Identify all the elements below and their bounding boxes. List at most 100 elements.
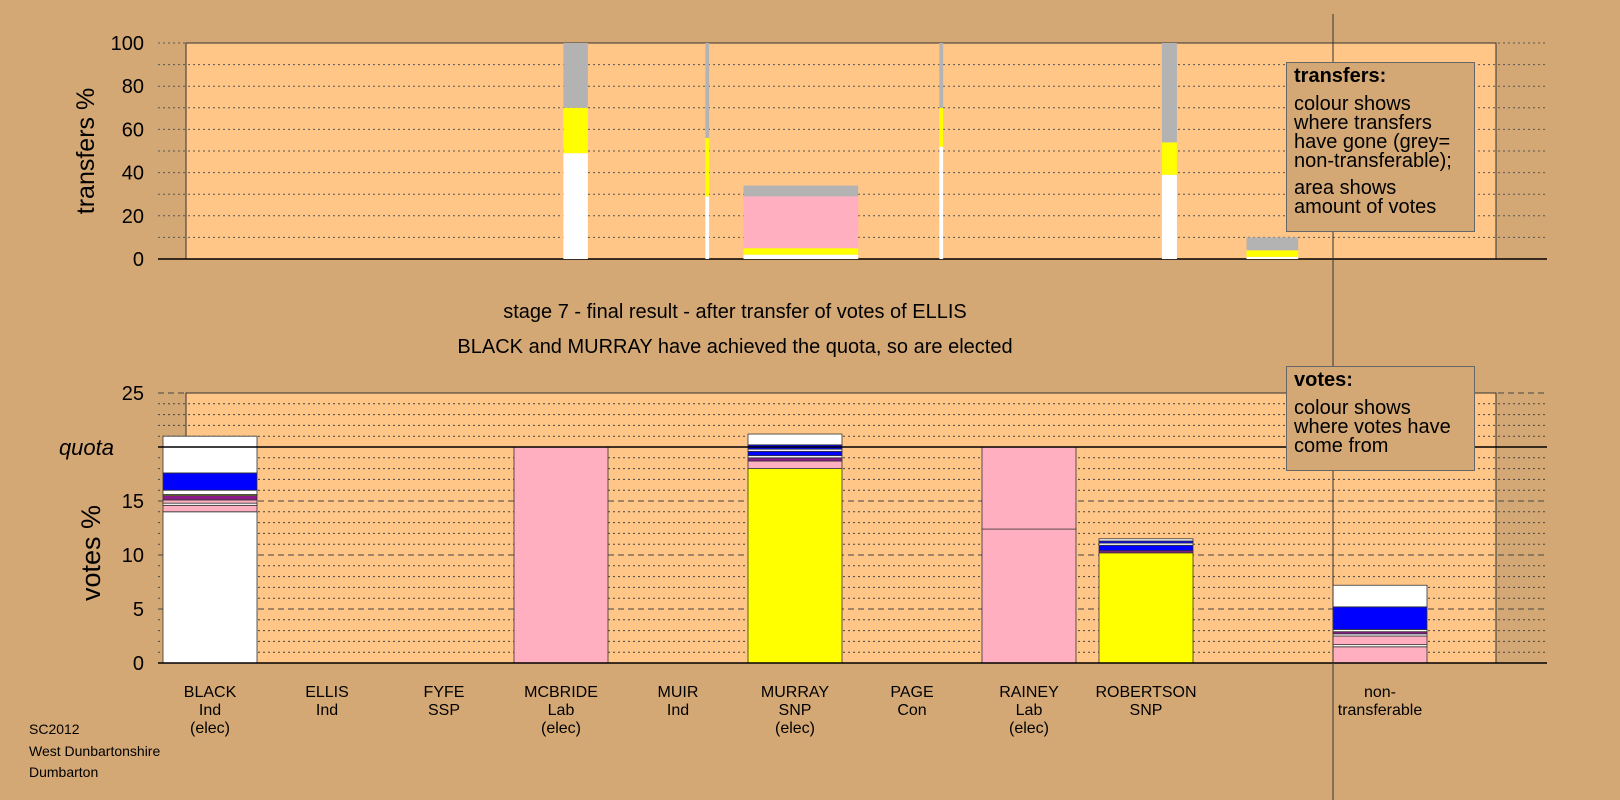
transfer-bar-segment: [705, 43, 710, 139]
category-name: PAGE: [890, 684, 933, 701]
transfer-bar-segment: [563, 153, 588, 259]
transfers-legend: transfers: colour shows where transfers …: [1286, 62, 1475, 232]
votes-y-tick-label: 5: [133, 599, 144, 621]
category-name: MCBRIDE: [524, 684, 598, 701]
category-party: Ind: [316, 702, 338, 719]
vote-bar-segment: [1332, 584, 1428, 608]
transfers-legend-title: transfers:: [1294, 65, 1387, 87]
transfer-bar-segment: [1246, 256, 1299, 259]
transfers-y-tick-label: 40: [122, 163, 144, 185]
vote-bar-segment: [513, 446, 609, 664]
transfers-y-tick-label: 100: [111, 33, 144, 55]
category-status: (elec): [190, 720, 230, 737]
transfer-bar-segment: [1161, 43, 1177, 143]
votes-legend-title: votes:: [1294, 369, 1353, 391]
transfers-y-tick-label: 80: [122, 76, 144, 98]
category-name: non-: [1364, 684, 1396, 701]
vote-bar-segment: [162, 435, 258, 474]
votes-y-tick-label: 10: [122, 545, 144, 567]
vote-bar-segment: [162, 504, 258, 513]
category-name: BLACK: [184, 684, 237, 701]
vote-bar-segment: [747, 433, 843, 446]
category-label: non-transferable: [1338, 684, 1423, 719]
votes-legend-text-1: colour shows where votes have come from: [1294, 397, 1451, 457]
category-status: (elec): [775, 720, 815, 737]
transfers-y-tick-label: 0: [133, 249, 144, 271]
category-party: Ind: [199, 702, 221, 719]
transfers-legend-text-2: area shows amount of votes: [1294, 177, 1437, 218]
credits-line-1: SC2012: [29, 721, 80, 737]
vote-bar-segment: [747, 468, 843, 664]
category-name: RAINEY: [999, 684, 1059, 701]
category-name: ROBERTSON: [1095, 684, 1196, 701]
transfer-bar-segment: [1246, 250, 1299, 257]
vote-bar-segment: [747, 460, 843, 470]
credits-line-2: West Dunbartonshire: [29, 742, 161, 759]
vote-bar-segment: [1098, 544, 1194, 552]
category-party: SSP: [428, 702, 460, 719]
transfer-bar-segment: [743, 248, 859, 255]
category-party: Lab: [1016, 702, 1043, 719]
votes-y-tick-label: 15: [122, 491, 144, 513]
category-status: (elec): [1009, 720, 1049, 737]
category-party: SNP: [779, 702, 812, 719]
transfer-bar-segment: [705, 138, 710, 197]
vote-bar-segment: [981, 528, 1077, 664]
caption-stage: stage 7 - final result - after transfer …: [503, 301, 967, 323]
vote-bar-segment: [162, 495, 258, 501]
category-party: Con: [897, 702, 926, 719]
transfer-bar-segment: [563, 107, 588, 154]
credits: SC2012 West Dunbartonshire Dumbarton: [29, 719, 160, 784]
caption-elected: BLACK and MURRAY have achieved the quota…: [457, 336, 1012, 358]
category-name: ELLIS: [305, 684, 349, 701]
category-party: SNP: [1130, 702, 1163, 719]
vote-bar-segment: [162, 472, 258, 491]
category-name: MUIR: [658, 684, 699, 701]
transfer-bar-segment: [743, 196, 859, 249]
vote-bar-segment: [162, 489, 258, 495]
vote-bar-segment: [1332, 635, 1428, 646]
transfers-y-tick-label: 20: [122, 206, 144, 228]
transfer-bar-segment: [939, 43, 944, 108]
transfer-bar-segment: [939, 146, 944, 259]
transfer-bar-segment: [743, 254, 859, 259]
category-party: transferable: [1338, 702, 1423, 719]
transfer-bar-segment: [705, 196, 710, 259]
quota-label: quota: [59, 435, 114, 460]
votes-y-tick-label: 25: [122, 383, 144, 405]
category-name: MURRAY: [761, 684, 829, 701]
transfers-y-axis-label: transfers %: [72, 88, 100, 214]
vote-bar-segment: [1098, 538, 1194, 542]
vote-bar-segment: [981, 446, 1077, 530]
transfer-bar-segment: [743, 185, 859, 197]
votes-legend: votes: colour shows where votes have com…: [1286, 366, 1475, 471]
transfer-bar-segment: [1246, 237, 1299, 251]
votes-y-axis-label: votes %: [76, 505, 106, 601]
transfer-bar-segment: [1161, 174, 1177, 259]
transfer-bar-segment: [1161, 142, 1177, 175]
category-party: Ind: [667, 702, 689, 719]
vote-bar-segment: [162, 511, 258, 664]
transfers-legend-text-1: colour shows where transfers have gone (…: [1294, 93, 1452, 172]
transfers-y-tick-label: 60: [122, 119, 144, 141]
category-status: (elec): [541, 720, 581, 737]
vote-bar-segment: [1332, 646, 1428, 664]
vote-bar-segment: [747, 457, 843, 462]
transfer-bar-segment: [939, 107, 944, 147]
category-name: FYFE: [424, 684, 465, 701]
vote-bar-segment: [162, 499, 258, 504]
votes-y-tick-label: 0: [133, 653, 144, 675]
transfer-bar-segment: [563, 43, 588, 108]
credits-line-3: Dumbarton: [29, 764, 99, 780]
vote-bar-segment: [747, 450, 843, 457]
vote-bar-segment: [1098, 552, 1194, 664]
vote-bar-segment: [1332, 606, 1428, 630]
